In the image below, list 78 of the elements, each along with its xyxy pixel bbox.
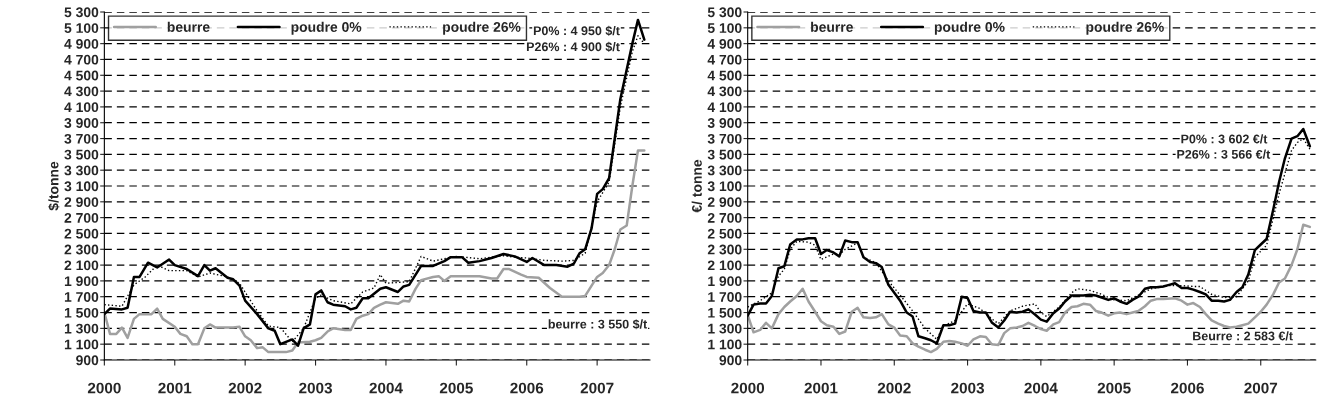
annotation: P0% : 4 950 $/t	[533, 25, 620, 36]
y-tick-label: 1 700	[64, 292, 99, 302]
y-tick-label: 3 700	[64, 133, 99, 144]
annotation: Beurre : 2 583 €/t	[1193, 331, 1293, 341]
y-tick-label: 5 100	[707, 23, 742, 33]
y-tick-label: 2 700	[707, 212, 742, 223]
y-tick-label: 1 500	[708, 307, 742, 318]
y-tick-label: 2 700	[64, 212, 99, 223]
y-tick-label: 1 100	[64, 339, 99, 350]
y-tick-label: 2 100	[707, 260, 742, 271]
y-tick-label: 4 900	[707, 38, 742, 49]
x-tick-label: 2003	[299, 382, 332, 394]
x-tick-label: 2007	[580, 382, 614, 394]
y-tick-label: 1 300	[64, 323, 99, 334]
y-tick-label: 1 700	[708, 292, 742, 302]
x-tick-label: 2005	[439, 382, 473, 394]
y-tick-label: 1 100	[708, 339, 742, 350]
y-tick-label: 4 300	[64, 86, 99, 97]
y-tick-label: 5 100	[64, 23, 99, 33]
y-axis-title: €/ tonne	[691, 159, 702, 213]
legend-label: poudre 0%	[934, 21, 1005, 35]
y-tick-label: 1 500	[64, 307, 99, 318]
x-tick-label: 2007	[1244, 382, 1278, 394]
y-tick-label: 2 500	[707, 228, 742, 239]
line-series	[104, 149, 646, 354]
y-tick-label: 3 900	[707, 118, 742, 128]
y-tick-label: 4 700	[64, 54, 99, 65]
x-tick-label: 2003	[951, 382, 985, 394]
legend-label: poudre 26%	[1086, 21, 1164, 35]
x-tick-label: 2000	[731, 382, 765, 394]
y-tick-label: 4 900	[64, 38, 99, 49]
line-series	[747, 223, 1312, 354]
annotation: P26% : 3 566 €/t	[1177, 149, 1271, 159]
y-tick-label: 3 500	[707, 149, 742, 160]
legend-label: poudre 26%	[443, 21, 521, 35]
x-tick-label: 2006	[510, 382, 544, 394]
y-tick-label: 4 500	[707, 70, 742, 81]
x-tick-label: 2001	[804, 382, 838, 394]
y-tick-label: 4 100	[64, 102, 99, 113]
y-tick-label: 3 300	[707, 165, 742, 176]
y-tick-label: 2 500	[64, 228, 99, 239]
y-tick-label: 5 300	[707, 7, 742, 18]
y-tick-label: 4 700	[707, 54, 742, 65]
x-tick-label: 2004	[1024, 382, 1058, 394]
y-tick-label: 3 900	[64, 118, 99, 128]
y-tick-label: 5 300	[64, 7, 99, 18]
y-tick-label: 2 100	[64, 260, 99, 271]
x-tick-label: 2005	[1097, 382, 1131, 394]
y-tick-label: 900	[719, 355, 742, 366]
annotation: beurre : 3 550 $/t	[548, 319, 648, 330]
y-tick-label: 1 300	[708, 323, 742, 334]
y-tick-label: 3 300	[64, 165, 99, 176]
y-tick-label: 4 100	[707, 102, 742, 113]
x-tick-label: 2002	[228, 382, 262, 394]
y-tick-label: 1 900	[708, 276, 742, 287]
y-tick-label: 2 900	[64, 197, 99, 207]
y-tick-label: 3 100	[707, 181, 742, 192]
legend-label: beurre	[167, 21, 210, 32]
y-tick-label: 4 300	[707, 86, 742, 97]
legend-label: poudre 0%	[291, 21, 362, 35]
annotation: P26% : 4 900 $/t	[526, 41, 620, 52]
y-tick-label: 3 100	[64, 181, 99, 192]
y-tick-label: 900	[76, 355, 99, 366]
x-tick-label: 2006	[1170, 382, 1204, 394]
x-tick-label: 2004	[369, 382, 403, 394]
y-tick-label: 3 500	[64, 149, 99, 160]
legend-label: beurre	[811, 21, 853, 32]
x-tick-label: 2002	[877, 382, 911, 394]
y-tick-label: 2 900	[707, 197, 742, 207]
x-tick-label: 2000	[87, 382, 121, 394]
y-tick-label: 1 900	[64, 276, 99, 287]
y-tick-label: 3 700	[707, 133, 742, 144]
y-tick-label: 2 300	[64, 244, 99, 255]
annotation: P0% : 3 602 €/t	[1181, 134, 1268, 144]
x-tick-label: 2001	[158, 382, 192, 394]
y-axis-title: $/tonne	[48, 161, 60, 211]
y-tick-label: 2 300	[707, 244, 742, 255]
y-tick-label: 4 500	[64, 70, 99, 81]
